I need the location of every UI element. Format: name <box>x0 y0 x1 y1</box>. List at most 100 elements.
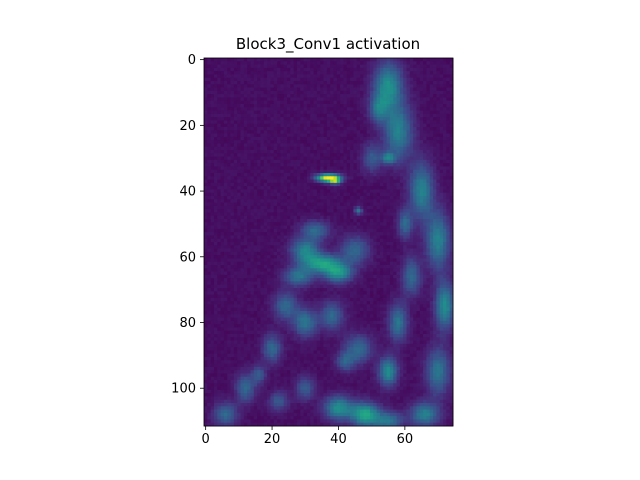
heatmap-cell <box>290 74 295 79</box>
heatmap-cell <box>316 133 321 138</box>
heatmap-cell <box>306 192 311 197</box>
heatmap-cell <box>320 107 324 111</box>
heatmap-cell <box>443 205 447 210</box>
heatmap-cell <box>210 117 215 121</box>
heatmap-cell <box>343 61 348 65</box>
heatmap-cell <box>429 166 434 171</box>
heatmap-cell <box>310 182 314 187</box>
heatmap-cell <box>320 205 324 210</box>
heatmap-cell <box>373 110 378 115</box>
heatmap-cell <box>356 84 361 88</box>
heatmap-cell <box>330 228 334 233</box>
heatmap-cell <box>353 228 358 233</box>
heatmap-cell <box>343 71 348 75</box>
heatmap-cell <box>320 255 324 259</box>
heatmap-cell <box>376 261 381 266</box>
heatmap-cell <box>293 110 298 115</box>
heatmap-cell <box>443 127 447 131</box>
heatmap-cell <box>433 199 437 203</box>
heatmap-cell <box>439 209 444 213</box>
heatmap-cell <box>426 271 431 276</box>
heatmap-cell <box>204 166 208 171</box>
heatmap-cell <box>257 107 261 111</box>
heatmap-cell <box>220 219 225 223</box>
heatmap-cell <box>213 120 218 125</box>
heatmap-cell <box>323 97 328 102</box>
heatmap-cell <box>243 271 248 276</box>
heatmap-cell <box>300 74 304 79</box>
heatmap-cell <box>340 225 344 230</box>
heatmap-cell <box>433 261 437 266</box>
heatmap-cell <box>443 199 447 203</box>
heatmap-cell <box>353 176 358 180</box>
heatmap-cell <box>230 61 235 65</box>
heatmap-cell <box>237 232 241 236</box>
heatmap-cell <box>439 163 444 167</box>
heatmap-cell <box>243 74 248 79</box>
heatmap-cell <box>263 196 268 200</box>
heatmap-cell <box>343 222 348 226</box>
heatmap-cell <box>443 107 447 111</box>
heatmap-cell <box>373 245 378 249</box>
heatmap-cell <box>313 150 318 154</box>
heatmap-cell <box>360 94 364 98</box>
heatmap-cell <box>273 127 278 131</box>
heatmap-cell <box>426 81 431 85</box>
heatmap-cell <box>396 136 401 141</box>
heatmap-cell <box>399 130 404 134</box>
heatmap-cell <box>376 235 381 240</box>
heatmap-cell <box>340 130 344 134</box>
heatmap-cell <box>433 97 437 102</box>
heatmap-cell <box>343 199 348 203</box>
heatmap-cell <box>396 58 401 62</box>
heatmap-cell <box>429 113 434 118</box>
heatmap-cell <box>330 248 334 253</box>
heatmap-cell <box>300 110 304 115</box>
heatmap-cell <box>213 107 218 111</box>
heatmap-cell <box>416 123 421 128</box>
heatmap-cell <box>267 143 271 148</box>
heatmap-cell <box>316 100 321 105</box>
heatmap-cell <box>270 179 275 184</box>
heatmap-cell <box>220 202 225 207</box>
heatmap-cell <box>336 219 341 223</box>
heatmap-cell <box>383 232 387 236</box>
heatmap-cell <box>426 212 431 217</box>
heatmap-cell <box>409 238 414 243</box>
heatmap-cell <box>419 258 424 263</box>
heatmap-cell <box>389 261 394 266</box>
heatmap-cell <box>376 81 381 85</box>
heatmap-cell <box>383 192 387 197</box>
heatmap-cell <box>300 104 304 108</box>
heatmap-cell <box>350 117 354 121</box>
heatmap-cell <box>333 235 338 240</box>
heatmap-cell <box>280 130 285 134</box>
heatmap-cell <box>366 104 371 108</box>
heatmap-cell <box>423 245 427 249</box>
heatmap-cell <box>433 166 437 171</box>
heatmap-cell <box>300 146 304 151</box>
heatmap-cell <box>296 251 301 256</box>
heatmap-cell <box>273 186 278 190</box>
heatmap-cell <box>316 219 321 223</box>
heatmap-cell <box>263 238 268 243</box>
heatmap-cell <box>436 74 441 79</box>
heatmap-cell <box>273 219 278 223</box>
heatmap-cell <box>210 136 215 141</box>
heatmap-cell <box>250 268 255 272</box>
heatmap-cell <box>293 81 298 85</box>
heatmap-cell <box>366 215 371 220</box>
heatmap-cell <box>446 232 451 236</box>
heatmap-cell <box>287 251 291 256</box>
heatmap-cell <box>310 100 314 105</box>
heatmap-cell <box>439 100 444 105</box>
heatmap-cell <box>446 225 451 230</box>
heatmap-cell <box>204 74 208 79</box>
heatmap-cell <box>433 67 437 72</box>
heatmap-cell <box>426 71 431 75</box>
heatmap-cell <box>263 74 268 79</box>
heatmap-cell <box>257 163 261 167</box>
heatmap-cell <box>320 169 324 174</box>
heatmap-cell <box>253 143 258 148</box>
heatmap-cell <box>204 192 208 197</box>
